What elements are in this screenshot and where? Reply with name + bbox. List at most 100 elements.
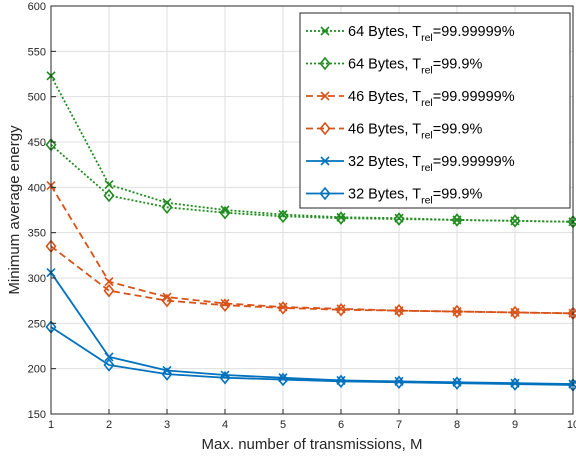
y-tick-label: 450 <box>28 137 46 149</box>
x-tick-label: 6 <box>338 419 344 431</box>
legend-entry: 46 Bytes, Trel=99.99999% <box>306 89 515 109</box>
data-point <box>451 376 463 390</box>
x-tick-label: 10 <box>567 419 576 431</box>
data-point <box>393 303 405 318</box>
legend-entry: 32 Bytes, Trel=99.99999% <box>306 154 515 174</box>
legend-marker <box>320 91 330 101</box>
series-2 <box>45 137 576 229</box>
legend-label: 32 Bytes, Trel=99.9% <box>348 187 482 207</box>
data-point <box>451 213 463 227</box>
data-point <box>277 209 289 224</box>
data-point <box>103 283 115 298</box>
legend-label-main: 32 Bytes, T <box>348 187 421 203</box>
x-tick-label: 1 <box>48 419 54 431</box>
x-axis-label: Max. number of transmissions, M <box>202 436 423 453</box>
y-tick-label: 350 <box>28 228 46 240</box>
y-tick-label: 600 <box>28 1 46 13</box>
data-point <box>219 298 231 312</box>
legend-label-subscript: rel <box>421 130 433 142</box>
legend-label: 64 Bytes, Trel=99.9% <box>348 57 482 77</box>
y-axis-label: Minimum average energy <box>6 125 23 295</box>
legend-label-subscript: rel <box>421 162 433 174</box>
series-layer <box>45 71 576 392</box>
legend-label-subscript: rel <box>421 65 433 77</box>
legend-label-tail: =99.9% <box>433 187 483 203</box>
legend-label-tail: =99.99999% <box>433 24 515 40</box>
data-point <box>278 209 288 220</box>
legend-entry: 32 Bytes, Trel=99.9% <box>306 187 482 207</box>
x-tick-label: 3 <box>164 419 170 431</box>
data-point <box>335 211 347 225</box>
legend-marker <box>319 121 331 136</box>
data-point <box>335 374 347 389</box>
data-point <box>161 200 173 215</box>
data-point <box>509 305 521 320</box>
legend-entry: 64 Bytes, Trel=99.9% <box>306 57 482 77</box>
x-tick-label: 2 <box>106 419 112 431</box>
series-line <box>50 326 574 386</box>
series-6 <box>45 320 576 392</box>
axis-ticks: 1 2 3 4 5 6 7 8 9 10 150 200 250 300 350 400 450 500 550 60… <box>28 1 576 431</box>
data-point <box>277 301 289 315</box>
series-line <box>50 245 574 315</box>
legend-label: 46 Bytes, Trel=99.9% <box>348 122 482 142</box>
legend-label: 46 Bytes, Trel=99.99999% <box>348 89 515 109</box>
series-4 <box>45 239 576 321</box>
legend-label-main: 64 Bytes, T <box>348 24 421 40</box>
legend-label-tail: =99.9% <box>433 122 483 138</box>
y-tick-label: 200 <box>28 364 46 376</box>
data-point <box>161 367 173 381</box>
legend-label-main: 46 Bytes, T <box>348 89 421 105</box>
x-tick-label: 5 <box>280 419 286 431</box>
data-point <box>104 352 114 362</box>
data-point <box>219 205 231 220</box>
data-point <box>509 377 521 391</box>
data-point <box>104 180 114 190</box>
legend-label: 64 Bytes, Trel=99.99999% <box>348 24 515 44</box>
y-tick-label: 550 <box>28 46 46 58</box>
series-line <box>50 144 574 223</box>
x-tick-label: 8 <box>454 419 460 431</box>
legend-marker <box>320 156 330 166</box>
y-tick-label: 500 <box>28 92 46 104</box>
data-point <box>103 358 115 372</box>
y-tick-label: 250 <box>28 318 46 330</box>
y-tick-label: 400 <box>28 182 46 194</box>
legend-label-subscript: rel <box>421 195 433 207</box>
legend-entry: 46 Bytes, Trel=99.9% <box>306 122 482 142</box>
legend-entry: 64 Bytes, Trel=99.99999% <box>306 24 515 44</box>
legend-label: 32 Bytes, Trel=99.99999% <box>348 154 515 174</box>
series-line <box>50 75 574 223</box>
plot-frame <box>50 5 574 415</box>
legend-marker <box>319 56 331 71</box>
legend-label-tail: =99.9% <box>433 57 483 73</box>
legend-label-main: 32 Bytes, T <box>348 154 421 170</box>
legend-marker <box>319 186 331 201</box>
legend: 64 Bytes, Trel=99.99999%64 Bytes, Trel=9… <box>299 12 571 209</box>
data-point <box>335 302 347 317</box>
data-point <box>103 188 115 203</box>
data-point <box>451 304 463 319</box>
data-point <box>393 212 405 226</box>
x-tick-label: 7 <box>396 419 402 431</box>
data-point <box>104 277 114 287</box>
y-tick-label: 150 <box>28 409 46 421</box>
series-5 <box>46 267 576 389</box>
data-point <box>277 372 289 387</box>
legend-marker <box>320 26 330 36</box>
data-point <box>393 375 405 390</box>
legend-label-tail: =99.99999% <box>433 89 515 105</box>
legend-label-main: 64 Bytes, T <box>348 57 421 73</box>
legend-label-subscript: rel <box>421 32 433 44</box>
y-tick-label: 300 <box>28 273 46 285</box>
x-tick-label: 4 <box>222 419 228 431</box>
data-point <box>509 214 521 228</box>
data-point <box>219 370 231 385</box>
legend-box <box>299 12 571 209</box>
legend-label-main: 46 Bytes, T <box>348 122 421 138</box>
legend-label-tail: =99.99999% <box>433 154 515 170</box>
data-point <box>161 293 173 308</box>
data-point <box>162 292 172 302</box>
series-line <box>50 272 574 385</box>
